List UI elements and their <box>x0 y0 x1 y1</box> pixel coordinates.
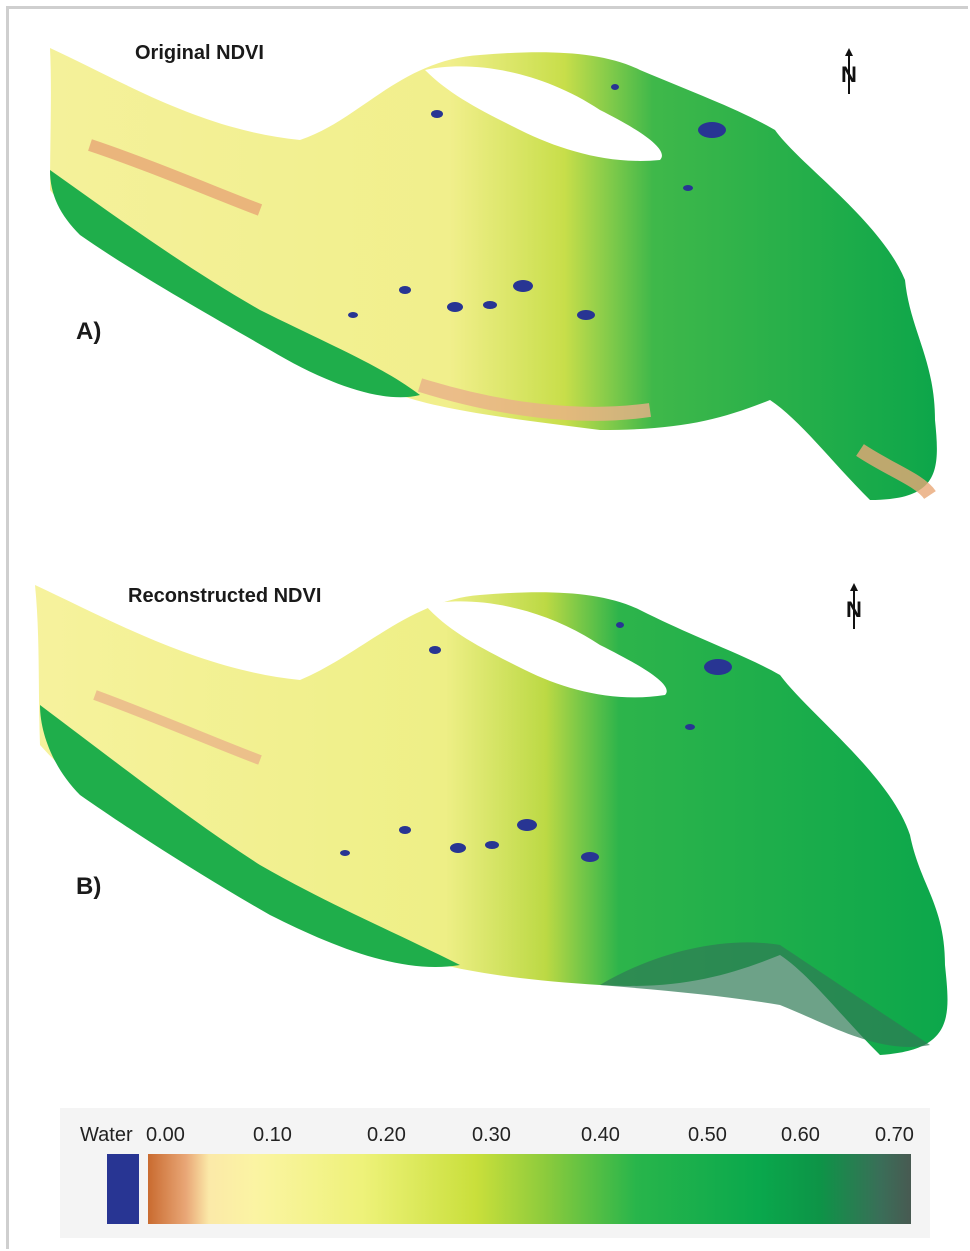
north-arrow-icon <box>845 48 853 94</box>
no-data-region <box>425 601 667 698</box>
north-letter: N <box>841 62 857 87</box>
figure-frame <box>6 6 968 1249</box>
lake <box>611 84 619 90</box>
lake <box>513 280 533 292</box>
lake <box>704 659 732 675</box>
arid-strip <box>88 139 263 216</box>
lake <box>577 310 595 320</box>
lake <box>399 286 411 294</box>
legend-tick: 0.40 <box>581 1124 620 1146</box>
legend-water-swatch <box>107 1154 139 1224</box>
legend-tick: 0.50 <box>688 1124 727 1146</box>
legend-tick: 0.10 <box>253 1124 292 1146</box>
legend-tick: 0.20 <box>367 1124 406 1146</box>
legend-color-ramp <box>148 1154 911 1224</box>
original-ndvi-map <box>50 48 937 500</box>
panel-title: Reconstructed NDVI <box>128 585 322 607</box>
lake <box>447 302 463 312</box>
lake <box>485 841 499 849</box>
legend-tick: 0.30 <box>472 1124 511 1146</box>
lake <box>683 185 693 191</box>
panel-label: A) <box>76 318 102 345</box>
lake <box>399 826 411 834</box>
legend-tick: 0.70 <box>875 1124 914 1146</box>
lake <box>517 819 537 831</box>
lake <box>581 852 599 862</box>
reconstructed-ndvi-map <box>35 585 948 1055</box>
lake <box>431 110 443 118</box>
panel-label: B) <box>76 873 102 900</box>
panel-reconstructed-ndvi: Reconstructed NDVI B) N <box>0 545 970 1075</box>
arid-strip <box>93 690 262 765</box>
north-arrow-icon <box>850 583 858 629</box>
panel-title: Original NDVI <box>135 42 264 64</box>
lake <box>483 301 497 309</box>
panel-original-ndvi: Original NDVI A) N <box>0 0 970 540</box>
lake <box>429 646 441 654</box>
plateau-region <box>50 48 937 500</box>
no-data-region <box>425 66 662 161</box>
legend-tick: 0.60 <box>781 1124 820 1146</box>
lake <box>450 843 466 853</box>
lake <box>340 850 350 856</box>
lake <box>698 122 726 138</box>
legend-water-label: Water <box>80 1124 133 1146</box>
legend-tick: 0.00 <box>146 1124 185 1146</box>
eastern-forest <box>600 942 930 1047</box>
lake <box>616 622 624 628</box>
lake <box>348 312 358 318</box>
arid-strip-south <box>417 378 651 421</box>
north-letter: N <box>846 597 862 622</box>
southern-forest-belt <box>50 170 420 398</box>
north-arrow: N <box>840 583 870 633</box>
north-arrow: N <box>835 48 865 98</box>
plateau-region <box>35 585 948 1055</box>
lake <box>685 724 695 730</box>
arid-strip-southeast <box>856 444 936 500</box>
ndvi-legend: Water 0.00 0.10 0.20 0.30 0.40 0.50 0.60… <box>60 1108 930 1238</box>
